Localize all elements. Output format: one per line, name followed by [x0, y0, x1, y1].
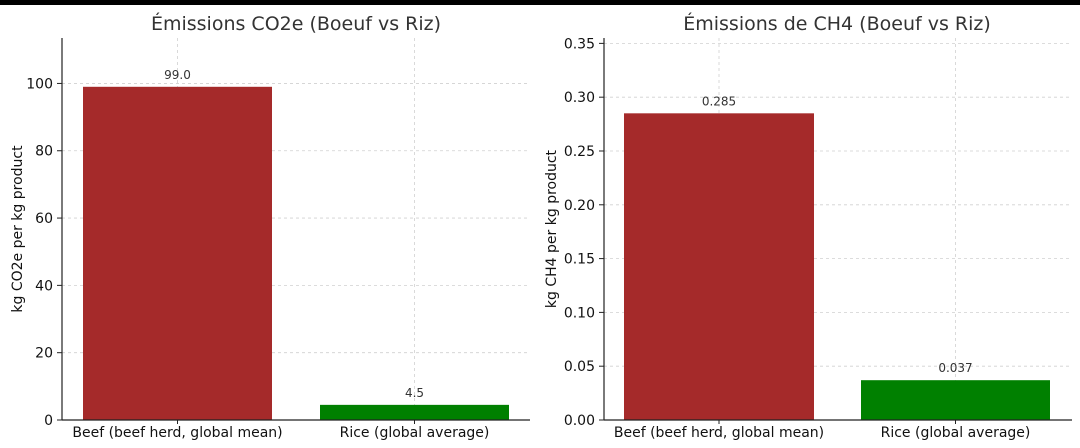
y-tick-label: 60 [35, 211, 53, 227]
y-tick-label: 0.15 [564, 252, 595, 268]
bar [83, 86, 272, 421]
y-tick-label: 20 [35, 346, 53, 362]
y-tick-label: 0.10 [564, 305, 595, 321]
y-tick-label: 80 [35, 144, 53, 160]
y-tick-label: 0.25 [564, 144, 595, 160]
bar-value-label: 0.037 [938, 361, 972, 375]
y-axis-label: kg CH4 per kg product [544, 149, 560, 308]
y-tick-label: 0.30 [564, 90, 595, 106]
y-tick-label: 40 [35, 278, 53, 294]
y-tick-label: 0.20 [564, 198, 595, 214]
y-tick-label: 0 [44, 413, 53, 429]
y-tick-label: 0.35 [564, 36, 595, 52]
y-tick-label: 100 [26, 76, 53, 92]
chart-title: Émissions CO2e (Boeuf vs Riz) [151, 12, 441, 35]
y-axis-label: kg CO2e per kg product [10, 145, 26, 313]
bar-value-label: 99.0 [164, 68, 191, 82]
bar [320, 404, 509, 420]
bar-value-label: 4.5 [405, 386, 424, 400]
chart-2: 0.00 0.05 0.10 0.15 0.20 0.25 0.30 0.35 0.285 Bee… [544, 12, 1072, 441]
bar [861, 380, 1050, 420]
x-tick-label: Rice (global average) [881, 425, 1031, 441]
bar-value-label: 0.285 [702, 94, 736, 108]
top-border [0, 0, 1080, 5]
chart-1: 0 20 40 60 80 100 99.0 Beef (beef herd, global … [10, 12, 530, 441]
chart-title: Émissions de CH4 (Boeuf vs Riz) [683, 12, 991, 35]
bar [624, 113, 814, 420]
y-tick-label: 0.05 [564, 359, 595, 375]
x-tick-label: Rice (global average) [340, 425, 490, 441]
y-tick-label: 0.00 [564, 413, 595, 429]
x-tick-label: Beef (beef herd, global mean) [72, 425, 282, 441]
x-tick-label: Beef (beef herd, global mean) [614, 425, 824, 441]
